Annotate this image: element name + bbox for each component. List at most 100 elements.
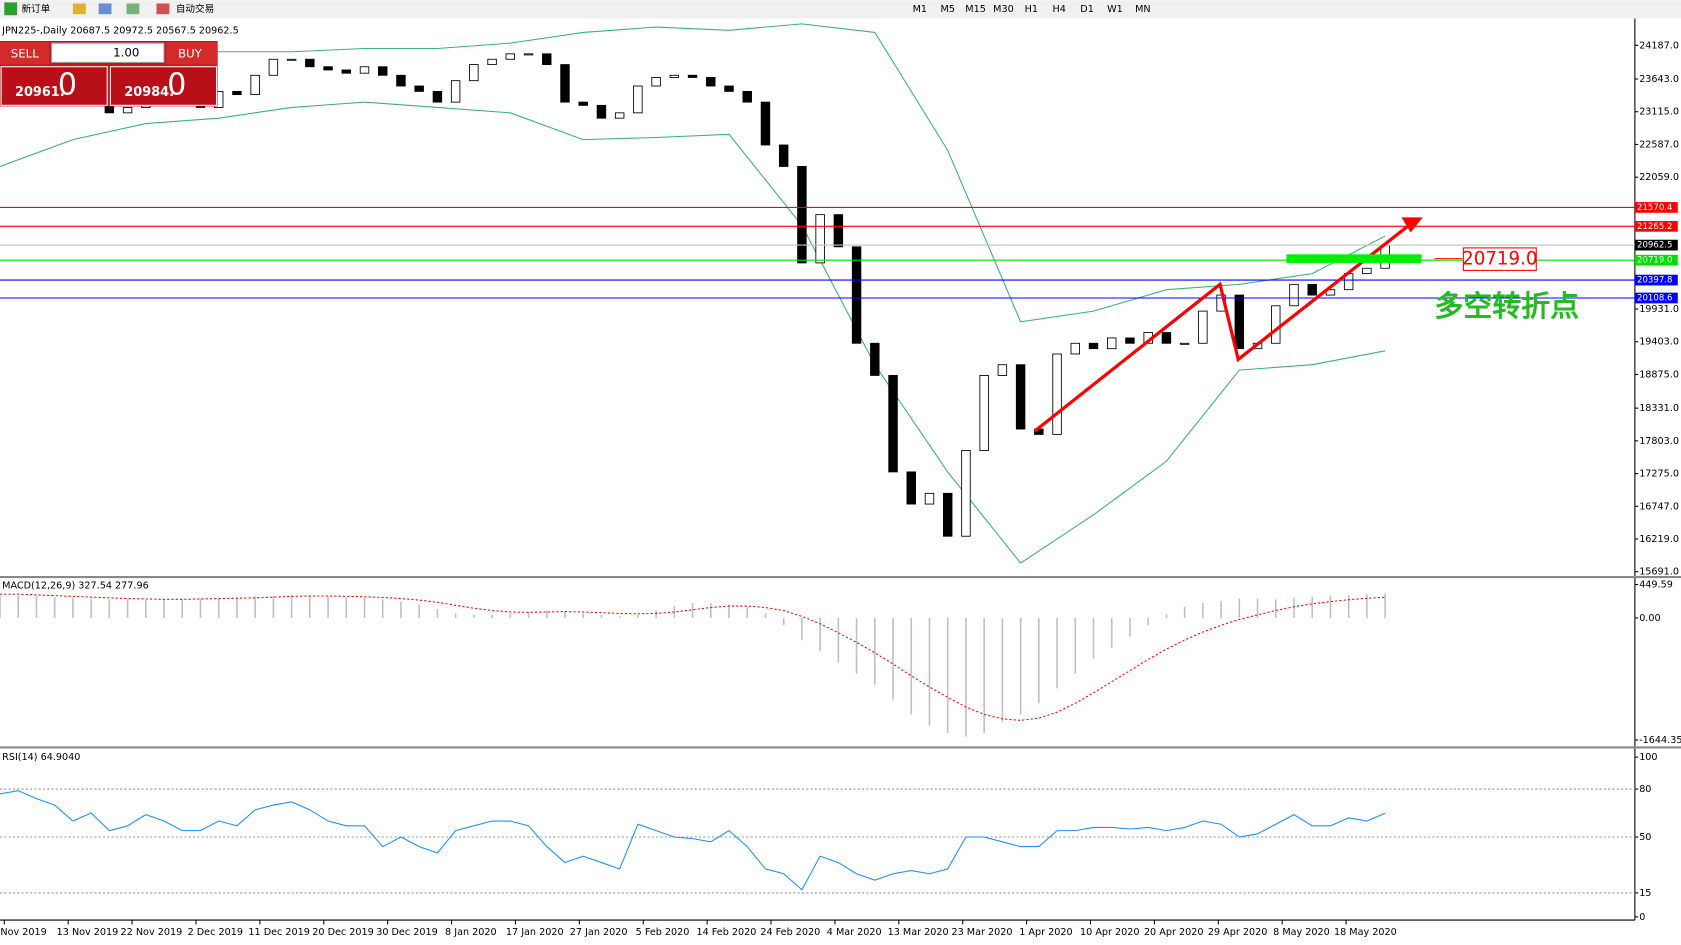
candle [833,214,844,248]
rsi-title: RSI(14) 64.9040 [2,752,80,763]
ask-box[interactable] [109,66,218,106]
x-tick-label: 4 Mar 2020 [827,927,882,938]
candle [1088,342,1099,350]
x-tick-label: 11 Dec 2019 [248,927,310,938]
level-label-bg [1634,292,1678,304]
tool-icon[interactable] [126,3,140,15]
candle [924,492,935,505]
auto-trading-icon[interactable] [156,3,170,15]
candle [614,112,625,119]
x-tick-label: 29 Apr 2020 [1208,927,1268,938]
y-tick-label: 0 [1639,912,1645,923]
candle [450,80,461,103]
timeframe[interactable]: W1 [1107,4,1123,15]
macd-title: MACD(12,26,9) 327.54 277.96 [2,581,149,592]
trend-arrows [1033,217,1423,433]
y-tick-label: 19403.0 [1639,337,1679,348]
new-order-icon[interactable] [4,2,18,16]
timeframe[interactable]: M5 [940,4,954,15]
trade-panel: SELL 1.00 BUY 20961. 0 20984. 0 [0,40,218,107]
candle [323,66,333,71]
new-order[interactable]: 新订单 [21,3,50,15]
level-label-bg [1634,274,1678,286]
candle [1271,305,1281,344]
candle [396,74,406,87]
lots[interactable]: 1.00 [113,45,139,59]
candle [469,64,479,82]
candle [979,375,989,451]
timeframe[interactable]: D1 [1080,4,1094,15]
candle [888,375,898,473]
x-tick-label: 5 Feb 2020 [636,927,690,938]
candle [542,53,552,66]
x-tick-label: 24 Feb 2020 [760,927,820,938]
candle [797,166,807,264]
x-tick-label: Nov 2019 [0,927,46,938]
x-tick-label: 18 May 2020 [1334,927,1397,938]
candle [651,77,661,87]
x-tick-label: 30 Dec 2019 [376,927,438,938]
timeframe[interactable]: M15 [965,4,986,15]
sell-button[interactable] [0,42,50,65]
trend-line [1033,220,1414,433]
lots-input[interactable] [50,42,165,63]
candle [706,77,716,87]
toolbar [0,0,1681,19]
candle [359,66,370,74]
y-tick-label: 100 [1639,752,1657,763]
candle [432,90,443,103]
x-tick-label: 2 Dec 2019 [188,927,243,938]
x-tick-label: 22 Nov 2019 [121,927,183,938]
buy-button[interactable] [166,42,218,65]
timeframe[interactable]: H4 [1053,4,1066,15]
level-label: 20397.8 [1637,276,1672,286]
buy-label[interactable]: BUY [178,46,203,60]
y-tick-label: 16219.0 [1639,534,1679,545]
y-tick-label: 24187.0 [1639,40,1679,51]
timeframe[interactable]: MN [1135,4,1151,15]
arrow-head [1401,217,1423,233]
timeframe[interactable]: M30 [993,4,1014,15]
tool-icon[interactable] [72,3,86,15]
candle [560,64,570,103]
y-tick-label: 15691.0 [1639,567,1679,578]
bid-small: 20961. [15,85,65,100]
ask-small: 20984. [124,85,174,100]
level-bar [1286,254,1422,263]
rsi-line [0,790,1386,891]
candle [414,85,424,92]
level-label: 20108.6 [1637,294,1672,304]
auto-trading[interactable]: 自动交易 [176,3,215,15]
level-label-bg [1634,254,1678,266]
chart-title: JPN225-,Daily 20687.5 20972.5 20567.5 20… [1,25,239,36]
candle [870,342,880,376]
y-tick-label: 19931.0 [1639,304,1679,315]
candle [687,74,698,78]
candle [1125,337,1135,344]
candle [122,107,133,114]
bid-box[interactable] [0,66,108,106]
candle [1234,294,1245,350]
callout-text: 20719.0 [1462,249,1537,270]
y-tick-label: 17275.0 [1639,469,1679,480]
x-tick-label: 23 Mar 2020 [951,927,1012,938]
y-tick-label: -1644.35 [1639,735,1681,746]
y-tick-label: 23115.0 [1639,107,1679,118]
candle [1015,364,1026,430]
candle [1362,267,1372,275]
timeframe[interactable]: H1 [1025,4,1038,15]
timeframe[interactable]: M1 [913,4,927,15]
level-label: 20719.0 [1637,256,1672,266]
sell-label[interactable]: SELL [11,46,39,60]
x-tick-label: 27 Jan 2020 [570,927,628,938]
candle [1179,342,1190,345]
tool-icon[interactable] [98,3,112,15]
candle [906,471,916,505]
y-tick-label: 80 [1639,784,1651,795]
candle [633,85,643,114]
candle [523,53,534,56]
timeframes: M1 M5 M15 M30 H1 H4 D1 W1 MN [913,4,1151,15]
candle [724,85,734,92]
candle [1070,342,1080,355]
x-tick-label: 20 Apr 2020 [1144,927,1204,938]
